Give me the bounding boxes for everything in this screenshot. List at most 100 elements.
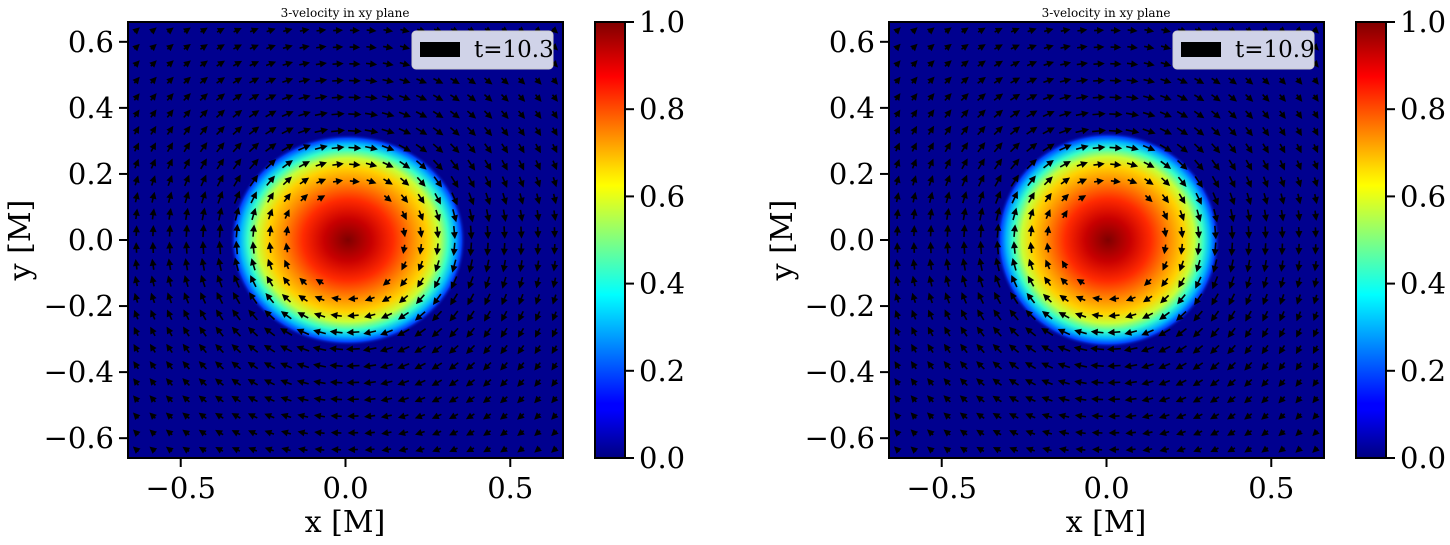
- velocity-arrow: [893, 158, 901, 169]
- velocity-arrow: [1261, 412, 1269, 420]
- velocity-arrow: [415, 143, 428, 153]
- velocity-arrow: [1245, 143, 1253, 154]
- velocity-arrow: [1278, 193, 1286, 205]
- velocity-arrow: [231, 361, 242, 370]
- velocity-arrow: [1043, 44, 1054, 51]
- velocity-arrow: [1177, 77, 1188, 84]
- velocity-arrow: [1227, 344, 1236, 355]
- velocity-arrow: [1295, 345, 1303, 355]
- velocity-arrow: [961, 292, 968, 304]
- velocity-arrow: [977, 142, 986, 153]
- velocity-arrow: [417, 210, 424, 221]
- velocity-arrow: [1060, 27, 1071, 35]
- velocity-arrow: [133, 309, 141, 320]
- velocity-arrow: [1262, 126, 1270, 137]
- velocity-arrow: [132, 142, 140, 152]
- velocity-arrow: [349, 160, 361, 168]
- velocity-arrow: [465, 362, 476, 371]
- velocity-arrow: [1126, 161, 1139, 168]
- velocity-arrow: [994, 44, 1003, 51]
- velocity-arrow: [976, 412, 985, 420]
- velocity-arrow: [247, 361, 259, 370]
- velocity-arrow: [1192, 412, 1203, 419]
- velocity-arrow: [133, 292, 140, 303]
- velocity-arrow: [1278, 127, 1286, 137]
- velocity-arrow: [910, 412, 918, 420]
- velocity-arrow: [482, 412, 492, 420]
- velocity-arrow: [166, 309, 174, 320]
- velocity-arrow: [1041, 362, 1054, 369]
- velocity-arrow: [414, 412, 426, 420]
- x-axis-label-2: x [M]: [1066, 505, 1147, 540]
- velocity-arrow: [1295, 176, 1303, 188]
- velocity-arrow: [1011, 274, 1018, 288]
- velocity-arrow: [1009, 446, 1019, 454]
- velocity-arrow: [282, 77, 294, 85]
- velocity-arrow: [432, 127, 444, 136]
- velocity-arrow: [330, 412, 342, 420]
- velocity-arrow: [448, 395, 459, 403]
- x-tick-label: −0.5: [907, 471, 977, 505]
- velocity-arrow: [1094, 26, 1105, 34]
- velocity-arrow: [1158, 345, 1171, 353]
- velocity-arrow: [416, 77, 427, 84]
- velocity-arrow: [1228, 310, 1236, 322]
- velocity-arrow: [1009, 309, 1019, 321]
- velocity-arrow: [313, 312, 326, 319]
- velocity-arrow: [927, 76, 935, 85]
- velocity-arrow: [466, 126, 476, 137]
- velocity-arrow: [1092, 446, 1103, 454]
- velocity-arrow: [364, 295, 375, 302]
- velocity-arrow: [1011, 224, 1019, 237]
- velocity-arrow: [1028, 191, 1035, 203]
- y-tick-label: 0.0: [68, 223, 114, 257]
- velocity-arrow: [216, 27, 225, 35]
- velocity-arrow: [1194, 243, 1202, 256]
- velocity-arrow: [216, 44, 225, 51]
- velocity-arrow: [550, 110, 558, 119]
- velocity-arrow: [1178, 260, 1186, 272]
- velocity-arrow: [993, 93, 1004, 101]
- velocity-arrow: [910, 142, 917, 152]
- velocity-arrow: [132, 76, 140, 85]
- velocity-arrow: [1161, 227, 1169, 238]
- velocity-arrow: [551, 395, 559, 404]
- velocity-arrow: [910, 175, 918, 186]
- velocity-arrow: [976, 343, 985, 354]
- velocity-arrow: [1244, 445, 1253, 453]
- velocity-arrow: [927, 258, 935, 271]
- velocity-arrow: [911, 309, 918, 320]
- velocity-arrow: [894, 378, 902, 386]
- velocity-arrow: [484, 159, 492, 171]
- velocity-arrow: [362, 345, 377, 353]
- velocity-arrow: [381, 127, 395, 135]
- velocity-arrow: [366, 177, 377, 185]
- velocity-arrow: [247, 327, 259, 337]
- velocity-arrow: [199, 44, 208, 51]
- velocity-arrow: [332, 161, 344, 169]
- velocity-arrow: [1211, 259, 1219, 273]
- velocity-arrow: [1073, 362, 1088, 370]
- velocity-arrow: [910, 43, 918, 52]
- velocity-arrow: [314, 127, 329, 135]
- velocity-arrow: [1178, 210, 1185, 222]
- velocity-arrow: [133, 395, 141, 403]
- velocity-arrow: [280, 396, 292, 403]
- velocity-arrow: [1211, 143, 1221, 154]
- velocity-arrow: [1278, 445, 1287, 453]
- velocity-arrow: [149, 241, 157, 254]
- velocity-arrow: [960, 309, 968, 321]
- velocity-arrow: [992, 412, 1002, 420]
- velocity-arrow: [248, 309, 258, 321]
- panel-2: 3-velocity in xy plane −0.5 0.0 0.5 0.6 0.4…: [765, 5, 1446, 540]
- velocity-arrow: [1091, 429, 1103, 437]
- velocity-arrow: [449, 143, 460, 154]
- velocity-arrow: [265, 126, 277, 135]
- velocity-arrow: [534, 127, 542, 137]
- velocity-arrow: [1244, 327, 1253, 338]
- velocity-arrow: [1209, 362, 1220, 371]
- velocity-arrow: [198, 378, 207, 386]
- velocity-arrow: [283, 225, 291, 236]
- velocity-arrow: [1312, 260, 1320, 272]
- velocity-arrow: [467, 259, 475, 273]
